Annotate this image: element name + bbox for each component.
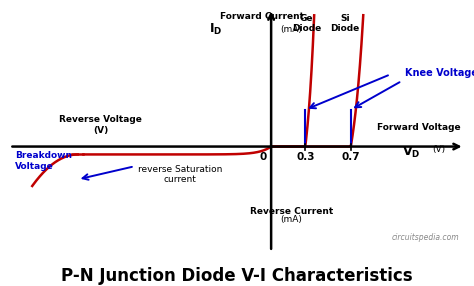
Text: Ge
Diode: Ge Diode bbox=[292, 14, 321, 33]
Text: Reverse Current: Reverse Current bbox=[250, 206, 333, 216]
Text: P-N Junction Diode V-I Characteristics: P-N Junction Diode V-I Characteristics bbox=[61, 267, 413, 285]
Text: (V): (V) bbox=[433, 145, 446, 154]
Text: Forward Current: Forward Current bbox=[220, 12, 304, 21]
Text: 0.7: 0.7 bbox=[341, 152, 360, 162]
Text: circuitspedia.com: circuitspedia.com bbox=[391, 233, 459, 242]
Text: Forward Voltage: Forward Voltage bbox=[377, 123, 461, 132]
Text: Reverse Voltage: Reverse Voltage bbox=[59, 115, 142, 124]
Text: (V): (V) bbox=[93, 126, 108, 135]
Text: Si
Diode: Si Diode bbox=[330, 14, 360, 33]
Text: Breakdown
Voltage: Breakdown Voltage bbox=[15, 151, 72, 171]
Text: (mA): (mA) bbox=[280, 25, 302, 34]
Text: Knee Voltage: Knee Voltage bbox=[405, 68, 474, 78]
Text: 0: 0 bbox=[259, 152, 266, 162]
Text: (mA): (mA) bbox=[281, 215, 302, 224]
Text: 0.3: 0.3 bbox=[296, 152, 315, 162]
Text: $\mathbf{I_D}$: $\mathbf{I_D}$ bbox=[209, 22, 222, 37]
Text: reverse Saturation
current: reverse Saturation current bbox=[138, 165, 222, 184]
Text: $\mathbf{V_D}$: $\mathbf{V_D}$ bbox=[402, 145, 420, 160]
